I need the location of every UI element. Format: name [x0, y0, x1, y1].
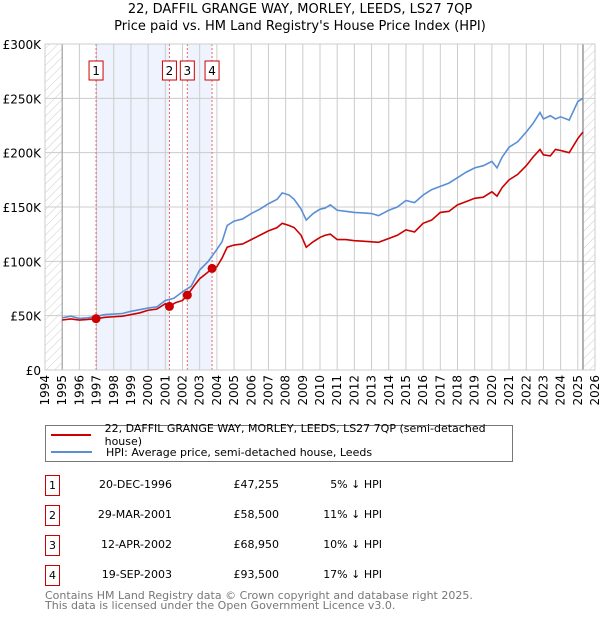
sale-point: [91, 314, 101, 324]
sale-label: 3: [183, 64, 191, 78]
sale-row: 1 20-DEC-1996 £47,255 5% ↓ HPI: [45, 475, 545, 496]
x-tick-label: 2009: [296, 375, 310, 406]
blue-line-swatch: [51, 451, 92, 453]
y-tick-label: £200K: [3, 147, 43, 161]
x-tick-label: 2021: [502, 375, 516, 406]
y-tick-label: £50K: [10, 310, 42, 324]
sale-point: [207, 263, 217, 273]
price-chart: 1994 1995 1996 1997 1998 1999 2000 2001 2002 2003…: [3, 38, 600, 406]
x-tick-label: 2018: [451, 375, 465, 406]
legend: 22, DAFFIL GRANGE WAY, MORLEY, LEEDS, LS…: [45, 422, 513, 462]
sale-number-badge: 1: [45, 475, 60, 496]
x-tick-label: 2016: [416, 375, 430, 406]
sale-date: 29-MAR-2001: [97, 508, 172, 521]
x-tick-label: 2020: [485, 375, 499, 406]
x-tick-label: 2005: [227, 375, 241, 406]
sale-date: 19-SEP-2003: [101, 568, 172, 581]
x-tick-label: 2015: [399, 375, 413, 406]
legend-item-property: 22, DAFFIL GRANGE WAY, MORLEY, LEEDS, LS…: [46, 422, 512, 448]
chart-subtitle: Price paid vs. HM Land Registry's House …: [114, 19, 486, 34]
x-tick-label: 1995: [55, 375, 69, 406]
x-tick-label: 2025: [571, 375, 585, 406]
sale-label: 1: [92, 64, 100, 78]
sale-hpi-diff: 11% ↓ HPI: [323, 508, 382, 521]
x-tick-label: 2019: [468, 375, 482, 406]
sale-label: 2: [166, 64, 174, 78]
x-tick-label: 2022: [519, 375, 533, 406]
sale-price: £58,500: [233, 508, 280, 521]
sale-row: 4 19-SEP-2003 £93,500 17% ↓ HPI: [45, 565, 545, 586]
chart-title: 22, DAFFIL GRANGE WAY, MORLEY, LEEDS, LS…: [127, 2, 473, 17]
sale-label-box: [204, 60, 220, 81]
sale-label-box: [161, 60, 177, 81]
x-tick-label: 2007: [261, 375, 275, 406]
x-tick-label: 2002: [176, 375, 190, 406]
legend-item-hpi: HPI: Average price, semi-detached house,…: [46, 444, 372, 460]
x-tick-label: 2023: [536, 375, 550, 406]
y-tick-label: £0: [26, 364, 41, 378]
sale-hpi-diff: 5% ↓ HPI: [330, 478, 382, 491]
sale-hpi-diff: 10% ↓ HPI: [323, 538, 382, 551]
x-tick-label: 1996: [72, 375, 86, 406]
legend-label: 22, DAFFIL GRANGE WAY, MORLEY, LEEDS, LS…: [104, 422, 486, 448]
sale-number-badge: 4: [45, 565, 60, 586]
x-tick-label: 1997: [90, 375, 104, 406]
x-tick-label: 2013: [365, 375, 379, 406]
x-tick-label: 2011: [330, 375, 344, 406]
sale-row: 2 29-MAR-2001 £58,500 11% ↓ HPI: [45, 505, 545, 526]
sale-price: £47,255: [233, 478, 280, 491]
hpi-line: [62, 97, 584, 320]
sale-label-box: [179, 60, 195, 81]
price-paid-line: [62, 131, 584, 321]
y-tick-label: £100K: [3, 255, 43, 269]
x-tick-label: 1998: [107, 375, 121, 406]
footer-licence: This data is licensed under the Open Gov…: [45, 599, 396, 612]
sale-hpi-diff: 17% ↓ HPI: [323, 568, 382, 581]
x-tick-label: 2010: [313, 375, 327, 406]
sale-date: 20-DEC-1996: [98, 478, 172, 491]
legend-label: HPI: Average price, semi-detached house,…: [106, 445, 373, 459]
x-tick-label: 2003: [193, 375, 207, 406]
sale-point: [182, 290, 192, 300]
x-tick-label: 2008: [279, 375, 293, 406]
y-tick-label: £150K: [3, 201, 43, 215]
sale-number-badge: 2: [45, 505, 60, 526]
x-tick-label: 2017: [433, 375, 447, 406]
x-tick-label: 2014: [382, 375, 396, 406]
x-tick-label: 2001: [158, 375, 172, 406]
y-tick-label: £300K: [3, 38, 43, 52]
x-tick-label: 1994: [38, 375, 52, 406]
x-tick-label: 1999: [124, 375, 138, 406]
y-tick-label: £250K: [3, 92, 43, 106]
x-tick-label: 2026: [588, 375, 600, 406]
x-tick-label: 2006: [244, 375, 258, 406]
sale-price: £68,950: [233, 538, 280, 551]
sale-point: [164, 301, 174, 311]
red-line-swatch: [51, 434, 91, 436]
sale-date: 12-APR-2002: [100, 538, 172, 551]
sale-label: 4: [208, 64, 216, 78]
x-tick-label: 2024: [554, 375, 568, 406]
plot-border: [44, 43, 596, 371]
sale-row: 3 12-APR-2002 £68,950 10% ↓ HPI: [45, 535, 545, 556]
x-tick-label: 2012: [347, 375, 361, 406]
sale-label-box: [88, 60, 104, 81]
footer-copyright: Contains HM Land Registry data © Crown c…: [45, 589, 473, 602]
sale-number-badge: 3: [45, 535, 60, 556]
x-tick-label: 2000: [141, 375, 155, 406]
sale-price: £93,500: [233, 568, 280, 581]
x-tick-label: 2004: [210, 375, 224, 406]
